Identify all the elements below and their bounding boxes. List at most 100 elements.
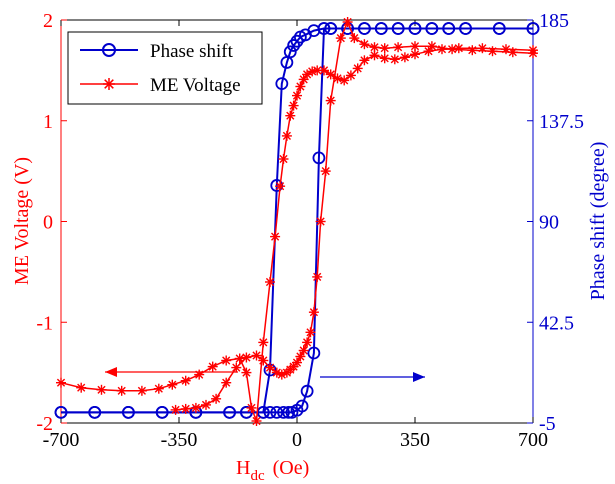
me-voltage-point [507, 47, 518, 58]
me-voltage-point [447, 44, 458, 55]
me-voltage-point [332, 73, 343, 84]
me-voltage-point [319, 65, 329, 76]
me-voltage-point [320, 166, 331, 177]
me-voltage-point [211, 393, 222, 404]
phase-shift-point [54, 405, 68, 419]
legend-entry-phase-shift: Phase shift [80, 41, 234, 62]
me-voltage-point [153, 383, 164, 394]
me-voltage-point [241, 367, 252, 378]
right-tick-label: 42.5 [539, 312, 574, 334]
phase-shift-point [307, 346, 321, 360]
right-tick-label: 185 [539, 10, 569, 32]
me-voltage-point [487, 46, 498, 57]
me-voltage-point [292, 90, 302, 101]
me-voltage-point [278, 154, 289, 164]
me-voltage-point [352, 63, 363, 74]
x-tick-label: -700 [43, 429, 80, 451]
right-tick-label: 137.5 [539, 111, 584, 133]
me-voltage-point [359, 55, 370, 66]
phase-shift-point [88, 405, 102, 419]
me-voltage-point [270, 231, 281, 242]
me-voltage-point [437, 44, 447, 55]
x-axis-title-sub: dc [250, 468, 265, 484]
phase-shift-point [122, 405, 135, 419]
me-voltage-point [335, 33, 346, 44]
me-voltage-point [426, 41, 437, 52]
me-voltage-point [393, 42, 404, 53]
me-voltage-point [136, 385, 147, 396]
me-voltage-point [339, 75, 350, 86]
me-voltage-point [528, 48, 538, 59]
me-voltage-point [369, 42, 380, 53]
left-tick-label: 0 [43, 212, 53, 234]
me-voltage-point [246, 402, 257, 413]
me-voltage-point [265, 277, 275, 287]
left-axis-title: ME Voltage (V) [11, 157, 33, 285]
phase-shift-point [459, 22, 472, 35]
me-voltage-point [379, 43, 390, 54]
phase-shift-point [285, 405, 299, 419]
phase-shift-point [425, 22, 439, 35]
legend-entry-me-voltage: ME Voltage [80, 75, 241, 96]
me-voltage-point [251, 350, 262, 361]
phase-shift-point [155, 405, 169, 419]
left-tick-label: -2 [36, 413, 53, 435]
me-voltage-point [271, 367, 282, 378]
me-voltage-point [231, 362, 242, 373]
me-voltage-point [285, 110, 296, 121]
phase-shift-point [283, 45, 297, 59]
left-tick-label: -1 [36, 312, 53, 334]
me-voltage-point [116, 385, 127, 396]
me-voltage-point [190, 402, 201, 413]
me-voltage-point [312, 271, 323, 282]
me-voltage-point [265, 362, 275, 373]
me-voltage-point [170, 404, 181, 415]
me-voltage-point [325, 69, 336, 80]
me-voltage-point [477, 43, 488, 54]
me-voltage-line-branch-1 [175, 20, 534, 411]
me-voltage-point [345, 70, 356, 81]
x-axis-title-unit: (Oe) [273, 457, 310, 479]
me-voltage-point [194, 369, 205, 380]
right-axis-arrow-head [413, 372, 425, 382]
annotation-arrows [105, 367, 425, 382]
me-voltage-point [305, 327, 316, 338]
me-voltage-point [180, 403, 191, 414]
phase-shift-point [492, 22, 506, 35]
axes-layer: -700 -350 0 350 700 -2 -1 0 1 2 -5 42.5 90 137.5 185 [36, 10, 584, 451]
phase-shift-point [526, 22, 540, 35]
me-voltage-point [221, 355, 232, 366]
right-axis-title: Phase shift (degree) [587, 142, 609, 301]
me-voltage-point [359, 39, 370, 50]
legend-box [67, 31, 263, 105]
me-voltage-point [96, 384, 107, 395]
me-voltage-point [288, 100, 299, 111]
legend-label-phase-shift: Phase shift [150, 41, 234, 62]
right-tick-label: -5 [539, 413, 556, 435]
left-tick-label: 1 [43, 111, 53, 133]
phase-shift-point [391, 22, 405, 35]
me-voltage-point [180, 375, 191, 386]
me-voltage-point [241, 352, 252, 363]
legend-label-me-voltage: ME Voltage [150, 75, 241, 96]
me-voltage-point [453, 43, 464, 54]
phase-shift-point [277, 405, 290, 419]
phase-shift-point [275, 77, 289, 91]
me-voltage-point [308, 307, 319, 318]
me-voltage-point [201, 399, 211, 410]
me-voltage-point [221, 377, 232, 388]
me-voltage-point [399, 52, 410, 63]
series-layer [54, 17, 540, 426]
me-voltage-point [325, 95, 336, 106]
me-voltage-point [76, 382, 87, 393]
phase-shift-point [324, 22, 338, 35]
me-voltage-point [295, 351, 306, 362]
me-voltage-point [167, 379, 178, 390]
legend: Phase shift ME Voltage [67, 31, 263, 105]
me-voltage-point [342, 17, 353, 27]
phase-shift-point [270, 405, 284, 419]
me-voltage-point [302, 337, 313, 348]
phase-shift-point [270, 179, 284, 192]
me-voltage-point [207, 361, 218, 372]
